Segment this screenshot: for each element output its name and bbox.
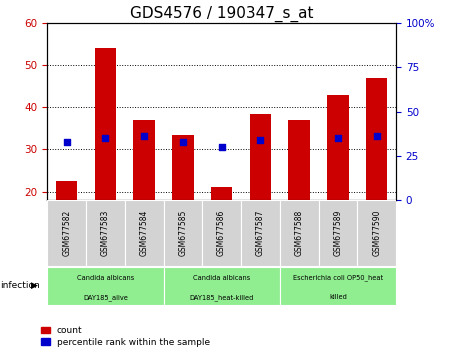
Text: GSM677585: GSM677585 <box>178 210 187 256</box>
Bar <box>357 200 396 266</box>
Text: DAY185_heat-killed: DAY185_heat-killed <box>189 294 254 301</box>
Point <box>140 133 148 139</box>
Bar <box>280 200 319 266</box>
Text: GSM677590: GSM677590 <box>372 210 381 256</box>
Text: GSM677587: GSM677587 <box>256 210 265 256</box>
Bar <box>319 200 357 266</box>
Point <box>179 139 186 145</box>
Point <box>218 144 225 150</box>
Bar <box>47 200 86 266</box>
Bar <box>47 267 163 304</box>
Bar <box>125 200 163 266</box>
Point <box>63 139 70 145</box>
Point <box>373 133 380 139</box>
Text: Candida albicans: Candida albicans <box>77 275 134 281</box>
Bar <box>288 120 310 200</box>
Bar <box>366 78 387 200</box>
Text: DAY185_alive: DAY185_alive <box>83 294 128 301</box>
Text: killed: killed <box>329 294 347 300</box>
Bar <box>211 187 232 200</box>
Text: infection: infection <box>0 281 40 290</box>
Bar <box>163 200 202 266</box>
Point <box>334 135 342 141</box>
Bar <box>250 114 271 200</box>
Bar <box>327 95 349 200</box>
Bar <box>202 200 241 266</box>
Text: ▶: ▶ <box>31 281 37 290</box>
Point <box>257 137 264 143</box>
Title: GDS4576 / 190347_s_at: GDS4576 / 190347_s_at <box>130 5 313 22</box>
Bar <box>56 181 77 200</box>
Bar <box>163 267 280 304</box>
Bar <box>241 200 280 266</box>
Text: GSM677588: GSM677588 <box>295 210 304 256</box>
Text: GSM677584: GSM677584 <box>140 210 148 256</box>
Text: GSM677586: GSM677586 <box>217 210 226 256</box>
Text: GSM677583: GSM677583 <box>101 210 110 256</box>
Bar <box>134 120 155 200</box>
Text: GSM677589: GSM677589 <box>333 210 342 256</box>
Bar <box>172 135 194 200</box>
Point <box>102 135 109 141</box>
Bar <box>280 267 396 304</box>
Bar <box>94 48 116 200</box>
Bar <box>86 200 125 266</box>
Text: Escherichia coli OP50_heat: Escherichia coli OP50_heat <box>293 274 383 281</box>
Legend: count, percentile rank within the sample: count, percentile rank within the sample <box>40 325 211 348</box>
Text: Candida albicans: Candida albicans <box>193 275 250 281</box>
Text: GSM677582: GSM677582 <box>62 210 71 256</box>
